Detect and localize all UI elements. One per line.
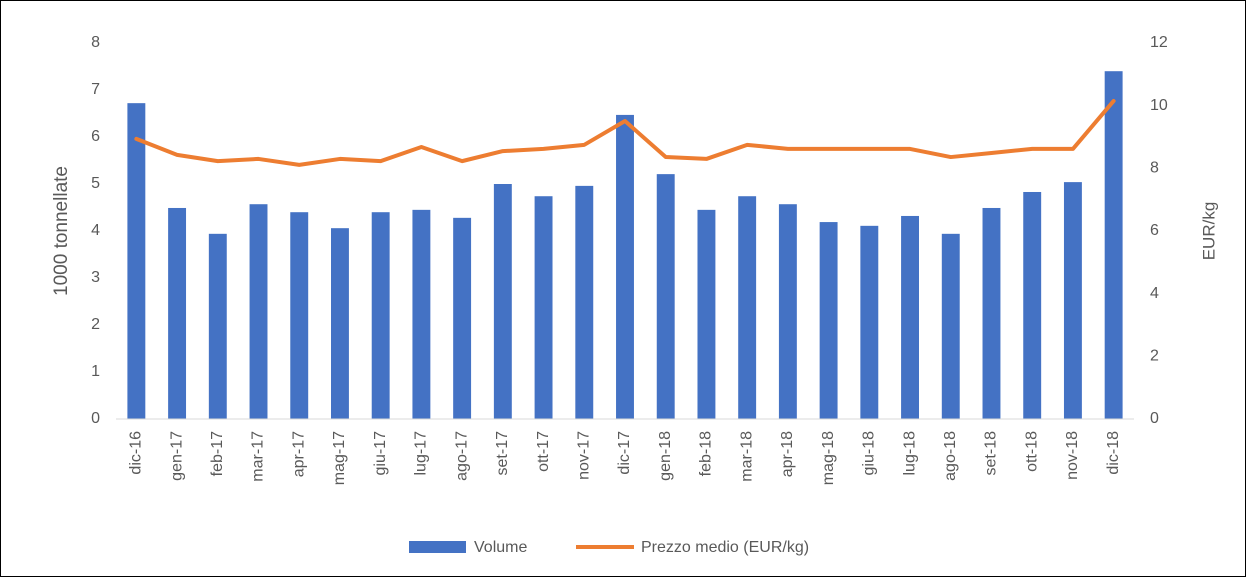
y2-tick-label: 4 <box>1150 285 1159 302</box>
bar <box>778 204 797 419</box>
x-tick-label: feb-17 <box>209 431 226 476</box>
x-tick-label: nov-18 <box>1064 431 1081 480</box>
x-tick-label: lug-18 <box>901 431 918 476</box>
y2-tick-label: 12 <box>1150 34 1168 51</box>
bar <box>493 184 512 419</box>
bar <box>656 174 675 419</box>
bar <box>534 196 553 419</box>
line <box>134 98 1116 167</box>
bar <box>738 196 757 419</box>
x-tick-label: mar-18 <box>738 431 755 482</box>
y2-axis-title: EUR/kg <box>1199 202 1218 261</box>
x-tick-label: gen-17 <box>168 431 185 481</box>
y-tick-label: 8 <box>91 34 100 51</box>
bar <box>1104 71 1123 419</box>
x-tick-label: ago-18 <box>942 431 959 481</box>
bar <box>249 204 268 419</box>
bar <box>982 207 1001 419</box>
x-tick-label: ago-17 <box>453 431 470 481</box>
bar <box>901 215 919 419</box>
bar <box>208 233 227 419</box>
x-tick-label: gen-18 <box>657 431 674 481</box>
bar <box>412 209 431 419</box>
x-tick-label: mag-18 <box>820 431 837 485</box>
bar <box>331 228 349 419</box>
x-tick-label: set-18 <box>983 431 1000 476</box>
x-tick-label: dic-18 <box>1105 431 1122 475</box>
x-tick-label: giu-17 <box>372 431 389 476</box>
y-tick-label: 6 <box>91 128 100 145</box>
x-tick-label: apr-17 <box>290 431 307 477</box>
x-tick-label: feb-18 <box>698 431 715 476</box>
x-tick-label: ott-17 <box>535 431 552 472</box>
bar <box>941 233 960 419</box>
bar <box>168 207 187 419</box>
bar <box>1063 182 1082 419</box>
bar <box>453 217 472 419</box>
bar <box>860 225 879 419</box>
y2-tick-label: 2 <box>1150 348 1159 365</box>
x-tick-label: apr-18 <box>779 431 796 477</box>
legend-swatch <box>409 541 466 553</box>
bar <box>371 212 390 419</box>
legend-label: Prezzo medio (EUR/kg) <box>641 539 809 556</box>
x-tick-label: lug-17 <box>413 431 430 476</box>
bar <box>127 103 146 419</box>
x-tick-label: ott-18 <box>1023 431 1040 472</box>
y-tick-label: 7 <box>91 81 100 98</box>
y-tick-label: 0 <box>91 410 100 427</box>
y-tick-label: 3 <box>91 269 100 286</box>
y-tick-label: 4 <box>91 222 100 239</box>
y-tick-label: 2 <box>91 316 100 333</box>
x-tick-label: set-17 <box>494 431 511 476</box>
y2-tick-label: 6 <box>1150 222 1159 239</box>
y-axis-title: 1000 tonnellate <box>51 166 72 296</box>
y-tick-label: 5 <box>91 175 100 192</box>
y2-tick-label: 10 <box>1150 97 1168 114</box>
y-tick-label: 1 <box>91 363 100 380</box>
bar <box>290 212 309 419</box>
y2-tick-label: 0 <box>1150 410 1159 427</box>
bar <box>1023 191 1042 419</box>
legend-label: Volume <box>474 539 527 556</box>
y2-tick-label: 8 <box>1150 160 1159 177</box>
x-tick-label: nov-17 <box>575 431 592 480</box>
bar <box>575 185 594 419</box>
x-tick-label: giu-18 <box>861 431 878 476</box>
x-tick-label: mar-17 <box>250 431 267 482</box>
x-tick-label: dic-17 <box>616 431 633 475</box>
x-tick-label: dic-16 <box>128 431 145 475</box>
bar <box>819 222 838 419</box>
bar <box>697 209 716 419</box>
bar <box>616 114 634 419</box>
x-tick-label: mag-17 <box>331 431 348 485</box>
